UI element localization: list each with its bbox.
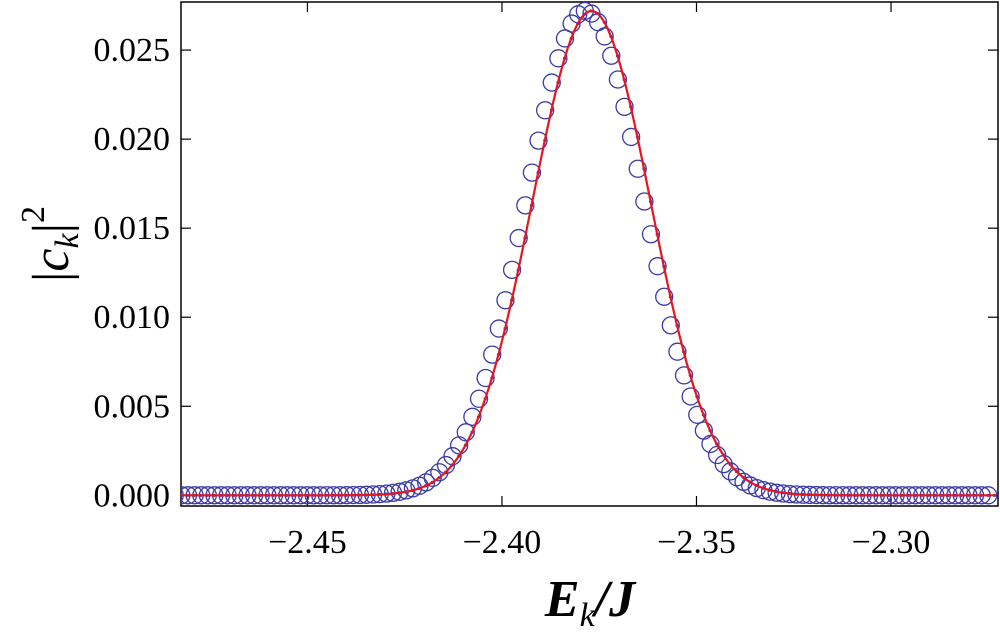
data-circle — [555, 29, 575, 48]
axis-ticks: −2.45 −2.40 −2.35 −2.30 0.000 0.005 0.010 0.015… — [94, 2, 998, 561]
data-circle — [416, 473, 436, 492]
data-circle — [628, 159, 647, 178]
data-circle — [615, 97, 634, 117]
data-circle — [727, 468, 747, 487]
data-circle — [529, 131, 548, 150]
data-circle — [463, 407, 482, 426]
data-circle — [635, 192, 654, 211]
y-label-bar-right: | — [23, 223, 80, 233]
data-circle — [688, 405, 707, 424]
data-circle — [562, 14, 581, 33]
y-tick-label: 0.010 — [94, 299, 171, 336]
data-circle — [483, 345, 502, 364]
x-axis-label: Ek/J — [544, 571, 637, 634]
data-circle — [641, 225, 661, 244]
x-label-main: E — [544, 571, 580, 628]
x-label-rest: /J — [591, 571, 637, 628]
x-tick-label: −2.35 — [657, 524, 736, 561]
data-circle — [456, 423, 475, 442]
data-circle — [469, 389, 489, 408]
y-tick-label: 0.025 — [94, 32, 171, 69]
plot-frame — [180, 1, 999, 507]
data-circle — [661, 316, 680, 335]
data-circle — [430, 463, 449, 482]
x-label-subscript: k — [580, 597, 596, 634]
y-label-bar-left: | — [23, 272, 80, 282]
data-circle — [516, 196, 535, 215]
data-circle — [602, 46, 621, 65]
data-circle — [655, 287, 674, 306]
data-circle — [502, 260, 522, 280]
data-circle — [608, 70, 628, 89]
data-circle — [549, 49, 568, 68]
data-circle — [423, 468, 442, 488]
y-tick-label: 0.020 — [94, 121, 171, 158]
data-circle — [542, 73, 561, 92]
data-circle — [701, 434, 720, 454]
data-circle — [681, 387, 700, 406]
data-circle — [621, 127, 641, 147]
x-tick-label: −2.30 — [852, 524, 931, 561]
data-circle — [476, 368, 495, 388]
y-label-subscript: k — [49, 233, 86, 249]
data-circle — [595, 27, 614, 46]
fit-line — [181, 9, 997, 497]
data-circle — [674, 366, 694, 385]
data-marks — [181, 2, 998, 505]
data-circle — [489, 319, 509, 338]
data-circle — [509, 228, 528, 248]
y-label-superscript: 2 — [15, 206, 52, 223]
y-tick-label: 0.000 — [94, 477, 171, 514]
y-tick-label: 0.005 — [94, 388, 171, 425]
y-label-main: c — [23, 249, 80, 272]
x-tick-label: −2.45 — [268, 524, 347, 561]
data-circle — [668, 342, 687, 361]
data-circle — [535, 101, 555, 120]
data-circle — [648, 257, 667, 276]
x-tick-label: −2.40 — [463, 524, 542, 561]
y-axis-label: |ck|2 — [15, 206, 86, 282]
data-circle — [496, 291, 515, 310]
data-circle — [522, 163, 542, 182]
y-tick-label: 0.015 — [94, 210, 171, 247]
